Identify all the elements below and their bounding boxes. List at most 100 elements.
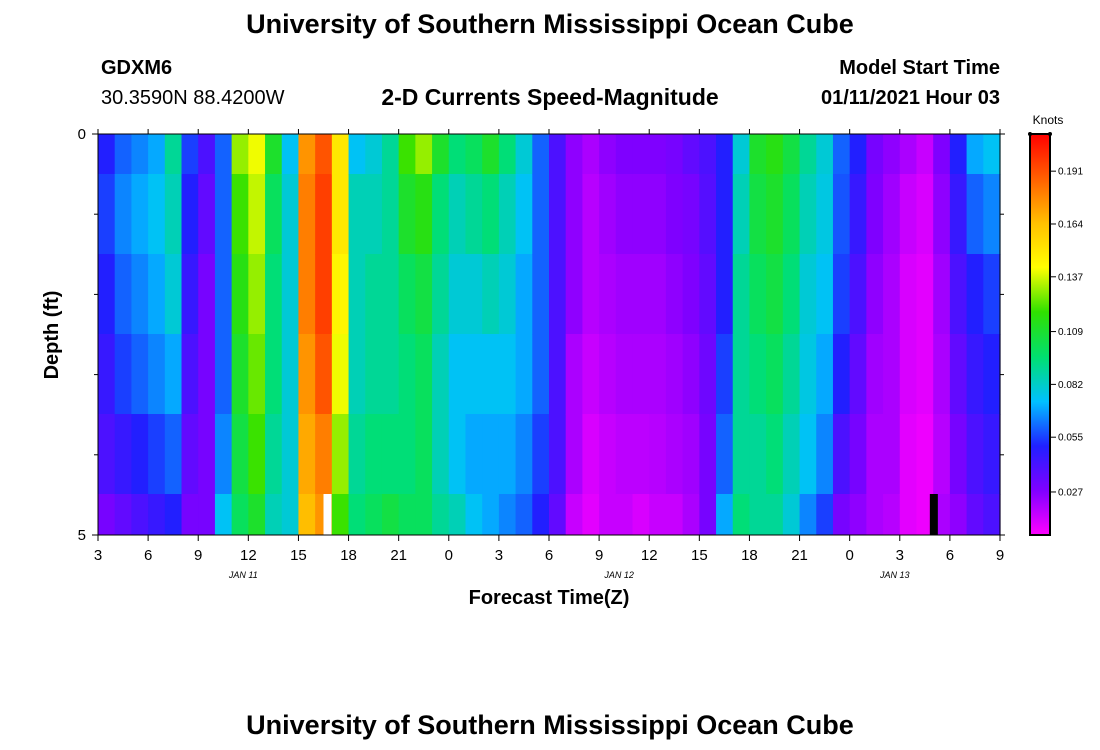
heatmap-cell — [615, 334, 634, 415]
heatmap-cell — [966, 134, 984, 175]
heatmap-cell — [732, 254, 751, 335]
heatmap-cell — [164, 134, 183, 175]
heatmap-cell — [766, 134, 784, 175]
heatmap-cell — [766, 414, 784, 495]
x-axis-label: Forecast Time(Z) — [469, 587, 630, 609]
heatmap-cell — [131, 414, 149, 495]
heatmap-cell — [699, 254, 717, 335]
heatmap-cell — [482, 334, 500, 415]
heatmap-cell — [916, 414, 934, 495]
heatmap-cell — [983, 254, 1001, 335]
colorbar-tick-label: 0.191 — [1058, 167, 1083, 178]
colorbar-tick-label: 0.109 — [1058, 327, 1083, 338]
heatmap-cell — [114, 334, 132, 415]
heatmap-cell — [482, 494, 500, 536]
heatmap-cell — [482, 134, 500, 175]
heatmap-cell — [448, 174, 467, 255]
heatmap-cell — [365, 174, 383, 255]
heatmap-cell — [381, 334, 400, 415]
x-axis: 3 6 9 12 15 18 21 0 3 6 9 12 15 18 21 0 3 6 9 JAN 11 JAN 12 J… — [94, 129, 1004, 580]
heatmap-cell — [699, 334, 717, 415]
heatmap-cell — [131, 134, 149, 175]
heatmap-cell — [983, 334, 1001, 415]
heatmap-cell — [281, 414, 300, 495]
heatmap-cell — [732, 334, 751, 415]
heatmap-cell — [365, 254, 383, 335]
heatmap-cell — [265, 134, 283, 175]
heatmap-cell — [732, 494, 751, 536]
heatmap-cell — [949, 254, 968, 335]
heatmap-cell — [181, 414, 199, 495]
heatmap-cell — [599, 134, 617, 175]
heatmap-cell — [883, 334, 901, 415]
heatmap-cell — [181, 254, 199, 335]
heatmap-cell — [348, 254, 366, 335]
heatmap-cell — [582, 134, 600, 175]
x-tick-label: 6 — [545, 547, 553, 564]
heatmap-cell — [732, 134, 751, 175]
heatmap-cell — [749, 254, 767, 335]
heatmap-cell — [465, 494, 483, 536]
heatmap-cell — [482, 174, 500, 255]
heatmap-cell — [549, 134, 567, 175]
heatmap-cell — [448, 254, 467, 335]
heatmap-cell — [331, 254, 350, 335]
heatmap-cell — [164, 334, 183, 415]
heatmap-cell — [148, 494, 166, 536]
heatmap-cell — [799, 334, 817, 415]
x-tick-label: 18 — [340, 547, 357, 564]
heatmap-cell — [933, 414, 951, 495]
heatmap-cell — [665, 494, 684, 536]
heatmap-cell — [498, 174, 517, 255]
heatmap-cell — [398, 494, 416, 536]
heatmap-cell — [549, 254, 567, 335]
heatmap-cells — [98, 134, 1001, 536]
heatmap-cell — [214, 334, 233, 415]
heatmap-cell — [381, 494, 400, 536]
heatmap-cell — [966, 414, 984, 495]
heatmap-cell — [649, 334, 667, 415]
heatmap-cell — [599, 494, 617, 536]
x-tick-label: 21 — [390, 547, 407, 564]
heatmap-cell — [214, 494, 233, 536]
heatmap-cell — [298, 414, 316, 495]
heatmap-cell — [599, 254, 617, 335]
heatmap-cell — [849, 174, 867, 255]
time-marker-bar — [323, 494, 332, 535]
y-tick-label: 5 — [78, 527, 86, 544]
heatmap-cell — [515, 134, 533, 175]
heatmap-cell — [832, 174, 851, 255]
heatmap-cell — [766, 494, 784, 536]
heatmap-cell — [348, 334, 366, 415]
heatmap-cell — [632, 494, 650, 536]
heatmap-cell — [682, 494, 700, 536]
heatmap-cell — [365, 134, 383, 175]
heatmap-cell — [231, 254, 249, 335]
heatmap-cell — [866, 414, 884, 495]
heatmap-cell — [148, 134, 166, 175]
heatmap-cell — [214, 174, 233, 255]
heatmap-cell — [114, 134, 132, 175]
colorbar-tick-label: 0.137 — [1058, 272, 1083, 283]
heatmap-cell — [916, 494, 934, 536]
heatmap-cell — [482, 254, 500, 335]
heatmap-cell — [98, 134, 116, 175]
org-title: University of Southern Mississippi Ocean… — [246, 9, 854, 39]
heatmap-cell — [732, 414, 751, 495]
heatmap-cell — [381, 254, 400, 335]
heatmap-cell — [131, 494, 149, 536]
heatmap-cell — [883, 414, 901, 495]
colorbar-gradient — [1029, 133, 1051, 536]
heatmap-cell — [432, 174, 450, 255]
heatmap-cell — [582, 494, 600, 536]
heatmap-cell — [315, 134, 333, 175]
heatmap-cell — [899, 334, 918, 415]
time-marker-bar — [929, 494, 938, 535]
x-tick-label: 12 — [641, 547, 658, 564]
heatmap-cell — [716, 174, 734, 255]
heatmap-cell — [465, 134, 483, 175]
heatmap-cell — [114, 254, 132, 335]
heatmap-cell — [615, 134, 634, 175]
heatmap-cell — [465, 174, 483, 255]
heatmap-cell — [148, 334, 166, 415]
